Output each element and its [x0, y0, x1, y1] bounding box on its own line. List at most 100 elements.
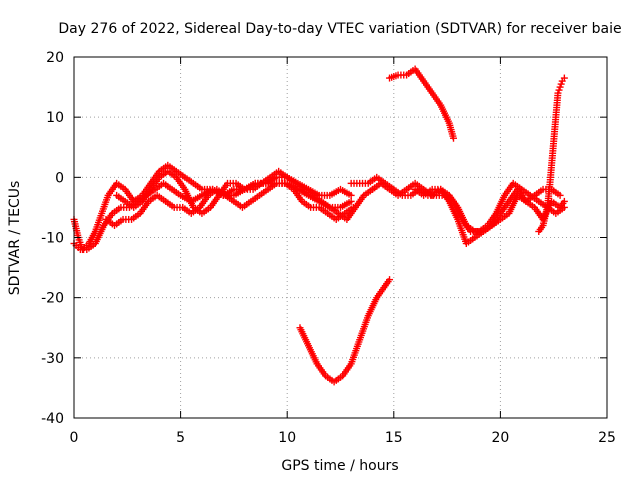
data-point [155, 163, 170, 175]
data-point [539, 206, 551, 229]
data-point [91, 223, 107, 248]
data-point [275, 167, 289, 180]
data-point [420, 187, 434, 199]
data-point [337, 185, 353, 198]
data-point [347, 191, 355, 199]
data-point [386, 185, 400, 198]
data-point [121, 185, 136, 203]
data-point [552, 92, 562, 121]
data-point [373, 284, 388, 302]
data-point [145, 193, 159, 205]
data-point [445, 197, 461, 221]
data-point [305, 342, 320, 366]
grid-lines [74, 57, 607, 418]
data-point [560, 197, 568, 205]
series-arc-7 [411, 185, 568, 248]
data-point [488, 217, 502, 229]
x-tick-label: 5 [176, 430, 185, 446]
data-point [121, 197, 136, 210]
data-point [550, 116, 560, 145]
data-point [360, 187, 374, 199]
data-point [513, 191, 528, 204]
data-point [189, 203, 204, 216]
data-point [386, 276, 394, 284]
data-point [471, 229, 485, 241]
y-tick-label: 0 [55, 170, 64, 186]
data-point [136, 199, 151, 217]
data-point [445, 119, 457, 140]
data-point [309, 191, 323, 204]
data-points [70, 65, 568, 386]
data-point [556, 191, 564, 199]
x-tick-label: 25 [598, 430, 616, 446]
data-point [130, 199, 144, 211]
data-point [198, 205, 212, 217]
plot-border [73, 56, 608, 419]
data-point [535, 223, 546, 235]
series-arc-4 [113, 167, 376, 223]
y-tick-label: -10 [41, 231, 64, 247]
data-point [172, 167, 187, 180]
data-point [347, 197, 355, 205]
series-arc-9 [296, 276, 394, 386]
data-point [449, 134, 457, 142]
data-point [403, 181, 417, 193]
data-point [343, 205, 358, 223]
data-point [255, 187, 270, 199]
data-point [258, 175, 272, 187]
x-tick-label: 0 [70, 430, 79, 446]
data-point [560, 74, 568, 82]
y-axis-label: SDTVAR / TECUs [7, 181, 23, 296]
data-point [317, 197, 332, 210]
data-point [196, 193, 211, 211]
data-point [437, 185, 452, 203]
data-point [113, 191, 127, 204]
x-tick-label: 20 [491, 430, 509, 446]
series-arc-10 [535, 74, 568, 235]
data-point [501, 181, 516, 199]
y-tick-label: -40 [41, 411, 64, 427]
series-arc-8 [386, 65, 457, 142]
data-point [356, 314, 371, 344]
y-tick-label: 10 [46, 110, 64, 126]
data-point [98, 194, 111, 217]
data-point [479, 223, 494, 235]
y-tick-label: -20 [41, 291, 64, 307]
data-point [230, 197, 244, 210]
x-axis-label: GPS time / hours [281, 458, 398, 474]
data-point [313, 360, 328, 378]
data-point [108, 205, 123, 217]
x-tick-label: 10 [278, 430, 296, 446]
y-tick-label: -30 [41, 351, 64, 367]
data-point [104, 181, 119, 199]
data-point [290, 185, 305, 203]
data-point [531, 187, 545, 199]
data-point [83, 241, 97, 254]
data-point [454, 215, 470, 245]
data-point [300, 185, 315, 198]
data-point [411, 179, 426, 192]
data-point [428, 89, 443, 107]
x-tick-label: 15 [385, 430, 403, 446]
data-point [238, 199, 253, 211]
data-point [102, 215, 116, 228]
data-point [556, 80, 565, 91]
data-point [111, 217, 125, 229]
data-point [283, 173, 298, 186]
data-point [296, 324, 312, 348]
data-point [337, 199, 353, 211]
data-point [128, 211, 142, 223]
data-point [206, 193, 222, 211]
data-point [215, 181, 230, 199]
data-point [113, 179, 127, 192]
data-point [172, 173, 187, 191]
data-point [496, 211, 511, 223]
series-arc-3 [102, 179, 357, 229]
data-point [411, 185, 426, 198]
x-ticks: 0 5 10 15 20 25 [70, 57, 616, 446]
y-tick-label: 20 [46, 50, 64, 66]
y-ticks: -40 -30 -20 -10 0 10 20 [41, 50, 607, 427]
data-point [462, 235, 477, 248]
data-point [386, 72, 400, 82]
